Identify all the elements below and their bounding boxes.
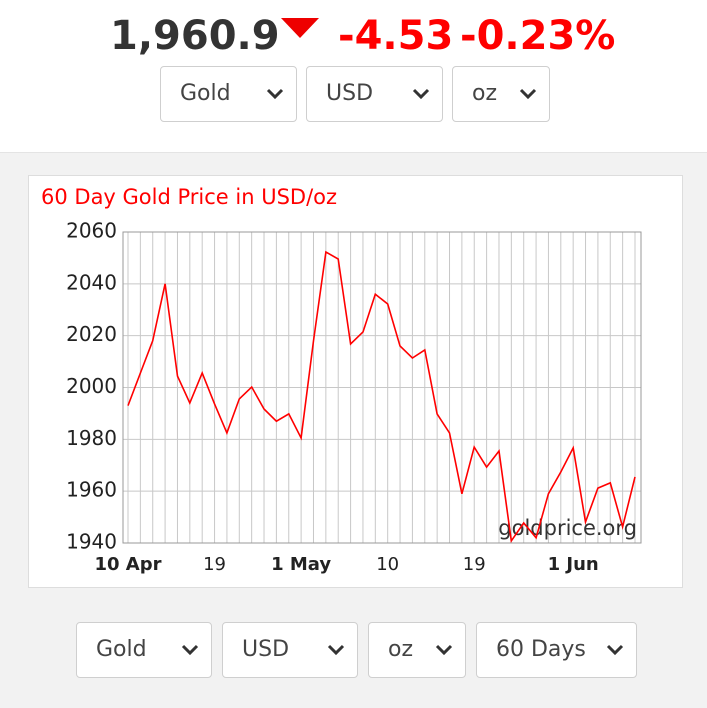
price: 1,960.9 [110, 13, 280, 59]
y-tick-label: 2040 [66, 270, 117, 294]
chevron [519, 88, 537, 100]
dropdown[interactable]: 60 Days [476, 622, 637, 678]
change: -4.53 [338, 13, 454, 59]
x-tick-label: 10 Apr [94, 554, 161, 575]
x-tick-label: 19 [203, 554, 226, 575]
dropdown[interactable]: USD [222, 622, 358, 678]
dropdown[interactable]: Gold [160, 66, 297, 122]
dropdown[interactable]: USD [306, 66, 443, 122]
chevron [435, 644, 453, 656]
chevron [266, 88, 284, 100]
dropdown[interactable]: oz [368, 622, 466, 678]
dropdown-label: oz [472, 81, 498, 106]
dropdown[interactable]: Gold [76, 622, 212, 678]
dropdown-label: oz [388, 637, 414, 662]
dropdown-label: USD [242, 637, 290, 662]
header: 1,960.9 -4.53 -0.23% Gold USD oz [0, 0, 707, 153]
chevron [412, 88, 430, 100]
y-tick-label: 2020 [66, 322, 117, 346]
x-tick-label: 19 [463, 554, 486, 575]
plot-frame [122, 231, 642, 544]
y-tick-label: 1980 [66, 426, 117, 450]
y-tick-label: 1940 [66, 530, 117, 554]
dropdown[interactable]: oz [452, 66, 550, 122]
x-tick-label: 10 [376, 554, 399, 575]
dropdown-label: Gold [180, 81, 231, 106]
x-tick-label: 1 May [271, 554, 331, 575]
y-tick-label: 2060 [66, 219, 117, 243]
chart: 60 Day Gold Price in USD/oz 1940 1960 1980 2… [41, 185, 642, 575]
dropdown-label: 60 Days [496, 637, 586, 662]
chart-title: 60 Day Gold Price in USD/oz [41, 185, 337, 209]
y-tick-label: 2000 [66, 374, 117, 398]
chevron [327, 644, 345, 656]
down-arrow [281, 18, 319, 38]
price-line [127, 250, 636, 544]
chart-box: 60 Day Gold Price in USD/oz 1940 1960 1980 2… [28, 175, 683, 588]
watermark: goldprice.org [498, 516, 637, 540]
dropdown-label: Gold [96, 637, 147, 662]
change-percent: -0.23% [460, 13, 616, 59]
y-tick-label: 1960 [66, 478, 117, 502]
dropdown-label: USD [326, 81, 374, 106]
x-tick-label: 1 Jun [548, 554, 599, 575]
chevron [181, 644, 199, 656]
chevron [606, 644, 624, 656]
